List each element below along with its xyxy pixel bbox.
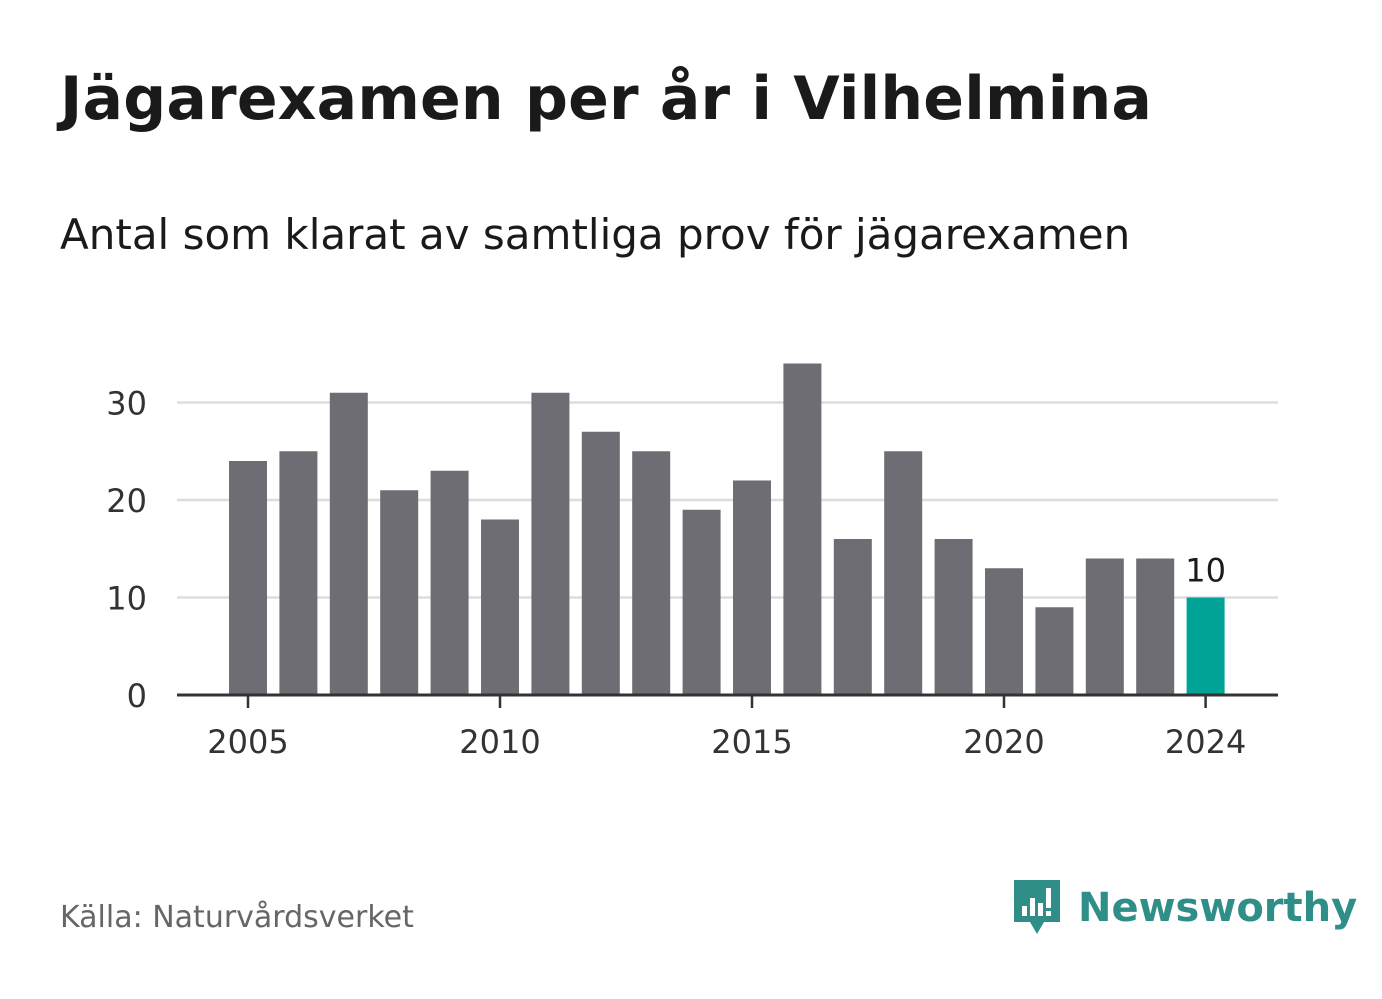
bar-2022 [1085, 558, 1124, 695]
bar-2014 [682, 509, 721, 695]
y-tick-label: 0 [127, 677, 147, 715]
bar-2018 [884, 451, 923, 695]
bar-2020 [985, 568, 1023, 695]
bar-2007 [329, 392, 368, 695]
bar-2008 [380, 490, 419, 695]
brand-name: Newsworthy [1078, 885, 1358, 931]
bar-2024 [1186, 597, 1225, 695]
bar-2013 [632, 451, 671, 695]
y-tick-label: 10 [106, 580, 147, 618]
labels: 0 10 20 30 2005 2010 2015 2020 2024 10 [106, 385, 1246, 762]
bar-2021 [1035, 607, 1074, 695]
y-tick-label: 30 [106, 385, 147, 423]
chart-subtitle: Antal som klarat av samtliga prov för jä… [60, 210, 1131, 259]
bar-2017 [833, 539, 872, 695]
source-note: Källa: Naturvårdsverket [60, 900, 414, 935]
x-tick-label: 2010 [459, 723, 540, 761]
x-tick-label: 2005 [207, 723, 288, 761]
bar-2015 [733, 480, 771, 695]
bar-2011 [531, 392, 570, 695]
bar-2005 [229, 461, 267, 695]
data-label-2024: 10 [1185, 552, 1226, 590]
bars [229, 363, 1225, 695]
bar-2016 [783, 363, 822, 695]
axes [177, 693, 1278, 708]
chart-title: Jägarexamen per år i Vilhelmina [60, 64, 1153, 134]
y-tick-label: 20 [106, 482, 147, 520]
bar-2023 [1136, 558, 1175, 695]
bar-2006 [279, 451, 318, 695]
x-tick-label: 2020 [963, 723, 1044, 761]
x-tick-label: 2024 [1165, 723, 1246, 761]
bar-2009 [430, 470, 469, 695]
bar-2012 [581, 431, 620, 695]
bar-2019 [934, 539, 973, 695]
brand: Newsworthy [1010, 876, 1357, 940]
newsworthy-logo-icon [1014, 880, 1060, 934]
bar-2010 [481, 519, 519, 695]
x-tick-label: 2015 [711, 723, 792, 761]
